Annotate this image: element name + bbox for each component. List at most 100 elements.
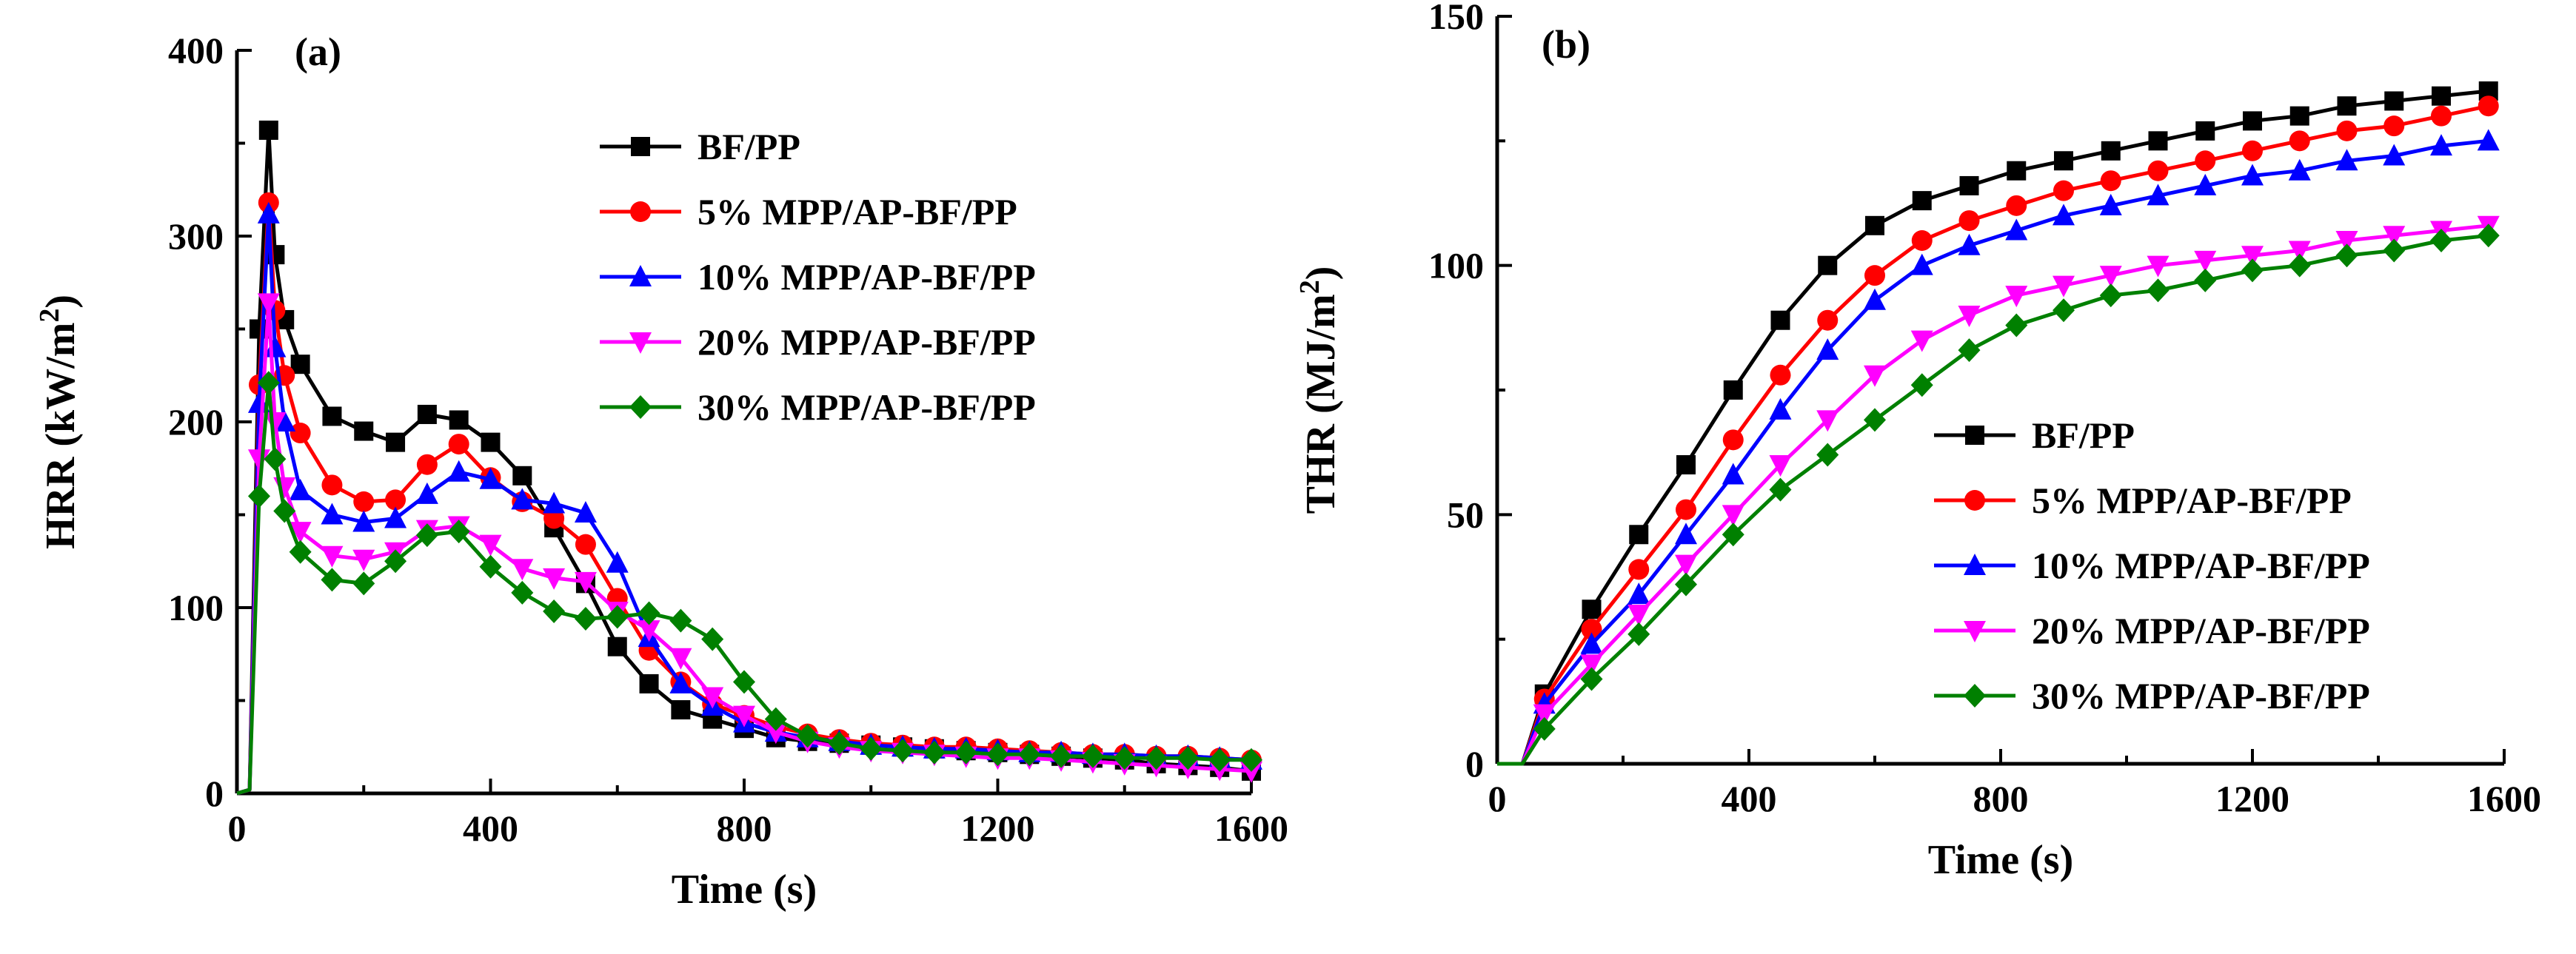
data-point xyxy=(2099,266,2122,288)
data-point xyxy=(1910,330,1933,352)
data-point xyxy=(954,740,977,765)
data-point xyxy=(1769,455,1792,477)
data-point xyxy=(2148,131,2168,151)
data-point xyxy=(1816,410,1839,432)
data-point xyxy=(606,605,629,629)
series-20-mpp-ap-bf-pp xyxy=(236,293,1262,796)
data-point xyxy=(2006,195,2027,216)
data-point xyxy=(2053,204,2075,226)
data-point xyxy=(2241,258,2264,283)
data-point xyxy=(1864,265,1885,286)
data-point xyxy=(447,460,470,482)
x-tick-label: 800 xyxy=(1973,778,2029,819)
data-point xyxy=(2243,111,2262,131)
data-point xyxy=(638,620,660,642)
data-point xyxy=(2005,313,2028,337)
data-point xyxy=(321,503,344,525)
data-point xyxy=(511,488,534,510)
data-point xyxy=(257,371,280,395)
data-point xyxy=(264,447,287,471)
data-point xyxy=(2289,130,2310,152)
x-tick-label: 0 xyxy=(1488,778,1507,819)
data-point xyxy=(2194,268,2217,292)
data-point xyxy=(2099,193,2122,215)
data-point xyxy=(1675,554,1697,577)
data-point xyxy=(2288,253,2311,278)
legend-label: 10% MPP/AP-BF/PP xyxy=(2032,545,2370,586)
data-point xyxy=(1675,572,1697,597)
data-point xyxy=(1816,443,1839,467)
data-point xyxy=(2053,180,2074,201)
data-point xyxy=(2005,218,2028,241)
legend-entry: 5% MPP/AP-BF/PP xyxy=(600,191,1017,232)
y-tick-label: 100 xyxy=(1428,245,1484,286)
data-point xyxy=(1629,525,1649,545)
data-point xyxy=(2195,121,2215,141)
data-point xyxy=(1533,704,1556,726)
data-point xyxy=(2053,275,2075,298)
data-point xyxy=(733,705,755,728)
series-20-mpp-ap-bf-pp xyxy=(1497,215,2500,766)
data-point xyxy=(321,545,344,568)
data-point xyxy=(1770,310,1790,330)
data-point xyxy=(764,707,787,731)
data-point xyxy=(2007,161,2027,181)
legend-label: 10% MPP/AP-BF/PP xyxy=(697,256,1036,298)
data-point xyxy=(321,474,343,496)
data-point xyxy=(384,549,407,574)
legend-label: 20% MPP/AP-BF/PP xyxy=(2032,610,2370,651)
data-point xyxy=(606,551,629,573)
legend-marker xyxy=(631,137,650,156)
data-point xyxy=(2478,95,2499,117)
data-point xyxy=(2288,241,2311,263)
data-point xyxy=(574,607,597,631)
data-point xyxy=(543,491,566,514)
legend-entry: 10% MPP/AP-BF/PP xyxy=(1934,545,2370,586)
data-point xyxy=(860,736,883,761)
data-point xyxy=(1627,605,1650,626)
data-point xyxy=(1050,744,1073,768)
data-point xyxy=(289,522,312,544)
data-point xyxy=(416,454,438,475)
data-point xyxy=(257,201,280,224)
y-tick-label: 0 xyxy=(205,773,224,814)
data-point xyxy=(1675,523,1697,545)
data-point xyxy=(353,491,375,512)
data-point xyxy=(543,508,565,529)
data-point xyxy=(2383,144,2406,166)
x-axis-title: Time (s) xyxy=(1928,837,2074,883)
data-point xyxy=(828,731,851,756)
legend-label: 5% MPP/AP-BF/PP xyxy=(2032,480,2352,521)
data-point xyxy=(322,406,342,426)
legend-marker xyxy=(1964,554,1986,575)
data-point xyxy=(2337,96,2357,116)
data-point xyxy=(638,601,660,625)
chart-panel-b: 0 400 800 1200 1600 0 50 100 150 Time (s) THR (MJ/… xyxy=(1294,0,2541,883)
data-point xyxy=(2431,105,2452,127)
panel-label: (a) xyxy=(295,30,341,74)
data-point xyxy=(2289,106,2309,126)
data-point xyxy=(1911,230,1933,251)
data-point xyxy=(1145,746,1168,770)
series-5-mpp-ap-bf-pp xyxy=(1497,95,2499,766)
legend-marker xyxy=(629,332,652,354)
series-line xyxy=(1497,89,2489,766)
legend-label: 20% MPP/AP-BF/PP xyxy=(697,321,1036,363)
data-point xyxy=(2005,286,2028,308)
data-point xyxy=(479,554,502,579)
x-tick-label: 1600 xyxy=(2467,778,2541,819)
data-point xyxy=(448,434,469,455)
data-point xyxy=(247,484,270,508)
data-point xyxy=(669,671,692,693)
data-point xyxy=(701,627,724,651)
data-point xyxy=(1627,622,1650,646)
data-point xyxy=(1722,463,1744,485)
data-point xyxy=(1533,716,1556,741)
data-point xyxy=(2195,150,2216,172)
data-point xyxy=(1865,215,1884,235)
data-point xyxy=(2336,120,2358,141)
data-point xyxy=(607,636,627,656)
data-point xyxy=(1816,338,1839,360)
data-point xyxy=(1722,505,1744,527)
